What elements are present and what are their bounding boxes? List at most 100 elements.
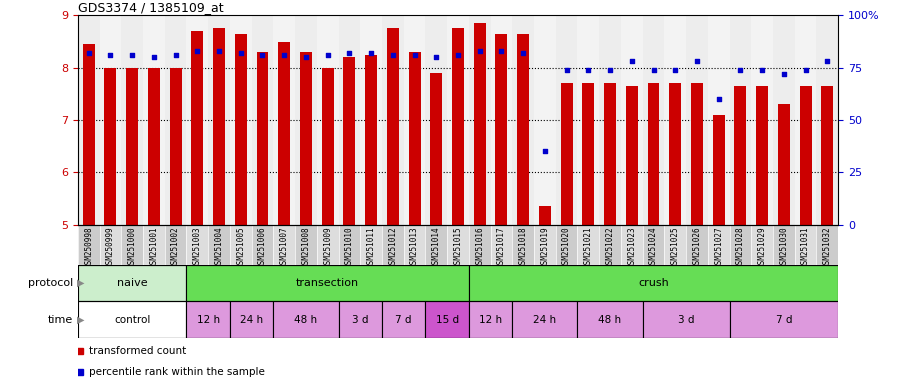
Bar — [452, 28, 464, 225]
Point — [733, 67, 747, 73]
Point — [169, 52, 183, 58]
Point — [82, 50, 96, 56]
Bar — [735, 86, 747, 225]
Bar — [447, 225, 469, 265]
Bar — [382, 225, 404, 265]
Text: naive: naive — [117, 278, 147, 288]
Bar — [187, 225, 208, 265]
Bar — [431, 73, 442, 225]
Bar — [512, 225, 534, 265]
Bar — [256, 52, 268, 225]
Bar — [78, 265, 187, 301]
Bar — [822, 86, 834, 225]
Text: 12 h: 12 h — [479, 314, 502, 325]
Bar — [78, 15, 100, 225]
Text: transformed count: transformed count — [89, 346, 187, 356]
Text: GSM251027: GSM251027 — [714, 226, 723, 268]
Point — [516, 50, 530, 56]
Point — [777, 71, 791, 77]
Bar — [273, 15, 295, 225]
Bar — [469, 301, 512, 338]
Point — [560, 67, 574, 73]
Bar — [816, 225, 838, 265]
Bar — [469, 265, 838, 301]
Bar — [404, 15, 425, 225]
Point — [147, 54, 161, 60]
Point — [538, 148, 552, 154]
Bar — [469, 15, 491, 225]
Point — [364, 50, 378, 56]
Bar — [295, 15, 317, 225]
Bar — [577, 225, 599, 265]
Text: GSM251014: GSM251014 — [431, 226, 441, 268]
Text: 48 h: 48 h — [598, 314, 622, 325]
Text: GSM251025: GSM251025 — [671, 226, 680, 268]
Bar — [78, 225, 100, 265]
Bar — [556, 225, 577, 265]
Bar — [425, 301, 469, 338]
Text: GSM251028: GSM251028 — [736, 226, 745, 268]
Bar — [686, 15, 708, 225]
Point — [429, 54, 443, 60]
Bar — [382, 15, 404, 225]
Point — [798, 67, 812, 73]
Bar — [643, 301, 729, 338]
Text: 48 h: 48 h — [294, 314, 318, 325]
Bar — [474, 23, 485, 225]
Bar — [670, 83, 682, 225]
Point — [581, 67, 595, 73]
Bar — [273, 301, 339, 338]
Text: ▶: ▶ — [77, 314, 84, 325]
Bar — [491, 15, 512, 225]
Text: GDS3374 / 1385109_at: GDS3374 / 1385109_at — [78, 1, 224, 14]
Bar — [278, 41, 290, 225]
Bar — [626, 86, 638, 225]
Bar — [387, 28, 398, 225]
Bar — [165, 225, 187, 265]
Point — [494, 48, 508, 54]
Bar — [100, 225, 121, 265]
Bar — [664, 15, 686, 225]
Text: GSM251004: GSM251004 — [214, 226, 224, 268]
Bar — [643, 225, 664, 265]
Bar — [621, 15, 643, 225]
Bar — [773, 225, 795, 265]
Bar — [191, 31, 203, 225]
Bar — [252, 15, 273, 225]
Bar — [213, 28, 225, 225]
Bar — [686, 225, 708, 265]
Text: GSM251010: GSM251010 — [345, 226, 354, 268]
Point — [321, 52, 335, 58]
Point — [820, 58, 834, 65]
Bar — [230, 15, 252, 225]
Text: GSM251007: GSM251007 — [279, 226, 289, 268]
Point — [256, 52, 270, 58]
Bar — [78, 301, 187, 338]
Bar — [729, 301, 838, 338]
Point — [451, 52, 465, 58]
Bar — [795, 225, 816, 265]
Text: transection: transection — [296, 278, 359, 288]
Text: GSM251021: GSM251021 — [583, 226, 593, 268]
Bar — [187, 265, 469, 301]
Text: GSM251020: GSM251020 — [562, 226, 571, 268]
Bar — [648, 83, 660, 225]
Point — [234, 50, 248, 56]
Bar — [604, 83, 616, 225]
Bar — [230, 225, 252, 265]
Text: GSM251006: GSM251006 — [258, 226, 267, 268]
Bar — [491, 225, 512, 265]
Text: GSM251009: GSM251009 — [323, 226, 333, 268]
Text: GSM251022: GSM251022 — [605, 226, 615, 268]
Text: GSM251032: GSM251032 — [823, 226, 832, 268]
Text: 24 h: 24 h — [533, 314, 556, 325]
Bar — [409, 52, 420, 225]
Bar — [382, 301, 425, 338]
Point — [712, 96, 726, 102]
Text: 12 h: 12 h — [197, 314, 220, 325]
Bar — [404, 225, 425, 265]
Bar — [295, 225, 317, 265]
Text: GSM251018: GSM251018 — [518, 226, 528, 268]
Point — [342, 50, 356, 56]
Text: GSM251026: GSM251026 — [692, 226, 702, 268]
